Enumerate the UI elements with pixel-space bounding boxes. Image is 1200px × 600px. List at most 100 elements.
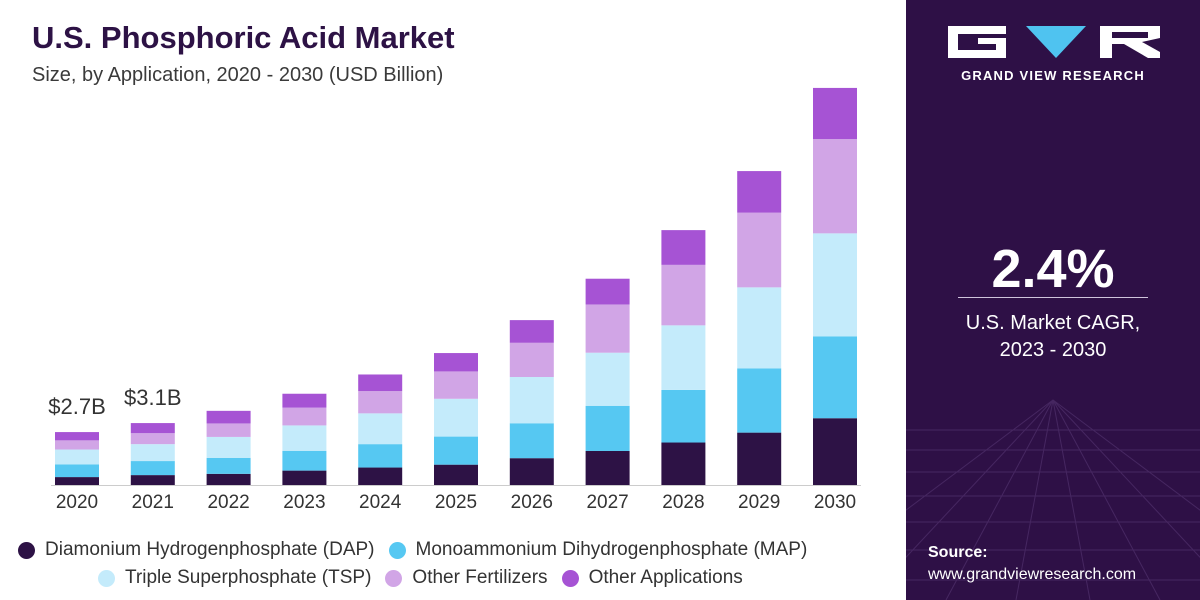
x-tick-label-2027: 2027 [586, 492, 628, 513]
bar-2024-monoammonium-dihydrogenphosphate-map [358, 444, 403, 468]
bar-2029-diamonium-hydrogenphosphate-dap [737, 432, 782, 485]
bar-2023-diamonium-hydrogenphosphate-dap [282, 470, 327, 485]
legend-item-dap: Diamonium Hydrogenphosphate (DAP) [18, 539, 375, 561]
legend-row-1: Diamonium Hydrogenphosphate (DAP) Monoam… [18, 536, 898, 564]
bar-2021-other-fertilizers [130, 433, 175, 445]
chart-legend: Diamonium Hydrogenphosphate (DAP) Monoam… [18, 536, 898, 592]
bar-2026-other-applications [509, 320, 554, 343]
cagr-label-line1: U.S. Market CAGR, [965, 312, 1141, 334]
legend-item-other-applications: Other Applications [561, 567, 743, 589]
bar-2026-triple-superphosphate-tsp [509, 377, 554, 424]
legend-item-other-fertilizers: Other Fertilizers [385, 567, 548, 589]
data-label-2020: $2.7B [48, 394, 106, 419]
bar-2022-other-fertilizers [206, 423, 251, 437]
bar-2020-diamonium-hydrogenphosphate-dap [55, 477, 99, 485]
stacked-bar-chart: 2020 2021 2022 2023 2024 2025 2026 2027 2028 2029… [48, 87, 861, 513]
source-label: Source: [928, 544, 988, 561]
bar-2028-other-applications [661, 230, 706, 265]
bar-2025-other-fertilizers [434, 371, 478, 399]
bar-2020-other-fertilizers [55, 440, 99, 450]
bar-2023-other-fertilizers [282, 407, 327, 426]
bar-2024-diamonium-hydrogenphosphate-dap [358, 467, 403, 485]
bar-2025-other-applications [434, 353, 478, 372]
bar-2026-diamonium-hydrogenphosphate-dap [509, 458, 554, 485]
legend-swatch-dap [18, 541, 35, 559]
bar-2024-triple-superphosphate-tsp [358, 413, 403, 445]
bar-2029-triple-superphosphate-tsp [737, 287, 782, 369]
bar-2021-other-applications [130, 423, 175, 434]
legend-swatch-other-applications [561, 569, 579, 587]
legend-label-map: Monoammonium Dihydrogenphosphate (MAP) [415, 539, 808, 560]
grand-view-research-logo [948, 26, 1160, 58]
x-tick-label-2022: 2022 [207, 492, 249, 513]
grid-background [906, 399, 1200, 600]
cagr-label-line2: 2023 - 2030 [999, 339, 1107, 361]
legend-label-other-applications: Other Applications [588, 567, 743, 588]
bar-2028-triple-superphosphate-tsp [661, 325, 706, 390]
bar-2024-other-fertilizers [358, 391, 403, 414]
bar-2030-diamonium-hydrogenphosphate-dap [813, 418, 857, 485]
bar-2028-diamonium-hydrogenphosphate-dap [661, 442, 706, 485]
bar-2026-other-fertilizers [509, 342, 554, 377]
x-tick-label-2020: 2020 [56, 492, 98, 513]
x-tick-label-2025: 2025 [435, 492, 477, 513]
bar-2023-triple-superphosphate-tsp [282, 425, 327, 451]
bar-2020-other-applications [55, 432, 99, 441]
x-tick-label-2030: 2030 [814, 492, 856, 513]
legend-item-tsp: Triple Superphosphate (TSP) [98, 567, 371, 589]
bar-2022-other-applications [206, 410, 251, 424]
brand-name: GRAND VIEW RESEARCH [961, 68, 1145, 83]
x-tick-label-2029: 2029 [738, 492, 780, 513]
bar-2028-other-fertilizers [661, 264, 706, 326]
x-tick-label-2026: 2026 [511, 492, 553, 513]
bar-2022-triple-superphosphate-tsp [206, 436, 251, 458]
bar-2023-other-applications [282, 393, 327, 408]
bar-2027-triple-superphosphate-tsp [585, 352, 630, 406]
data-label-2021: $3.1B [124, 385, 182, 410]
bar-2027-diamonium-hydrogenphosphate-dap [585, 450, 630, 485]
legend-swatch-map [388, 541, 406, 559]
x-tick-label-2023: 2023 [283, 492, 325, 513]
x-tick-label-2021: 2021 [132, 492, 174, 513]
cagr-value: 2.4% [991, 239, 1115, 299]
info-panel: GRAND VIEW RESEARCH 2.4% U.S. Market CAG… [906, 0, 1200, 600]
bar-2029-monoammonium-dihydrogenphosphate-map [737, 368, 782, 433]
x-tick-label-2028: 2028 [662, 492, 704, 513]
source-link[interactable]: www.grandviewresearch.com [928, 566, 1137, 583]
bar-2029-other-applications [737, 171, 782, 213]
legend-label-dap: Diamonium Hydrogenphosphate (DAP) [45, 539, 375, 560]
bar-2030-other-fertilizers [813, 139, 857, 234]
bar-2020-monoammonium-dihydrogenphosphate-map [55, 464, 99, 478]
bar-2025-diamonium-hydrogenphosphate-dap [434, 464, 478, 485]
legend-item-map: Monoammonium Dihydrogenphosphate (MAP) [388, 539, 808, 561]
chart-area: U.S. Phosphoric Acid Market Size, by App… [18, 20, 898, 592]
bar-2023-monoammonium-dihydrogenphosphate-map [282, 450, 327, 471]
cagr-label: U.S. Market CAGR, 2023 - 2030 [906, 310, 1200, 364]
legend-swatch-tsp [98, 569, 115, 587]
bar-2027-other-fertilizers [585, 304, 630, 353]
bar-2026-monoammonium-dihydrogenphosphate-map [509, 423, 554, 459]
legend-label-tsp: Triple Superphosphate (TSP) [125, 567, 372, 588]
x-tick-label-2024: 2024 [359, 492, 402, 513]
bar-2021-diamonium-hydrogenphosphate-dap [130, 475, 175, 485]
bar-2030-triple-superphosphate-tsp [813, 233, 857, 337]
bar-2030-monoammonium-dihydrogenphosphate-map [813, 336, 857, 419]
chart-subtitle: Size, by Application, 2020 - 2030 (USD B… [32, 64, 444, 86]
bar-2025-triple-superphosphate-tsp [434, 398, 478, 437]
bar-2020-triple-superphosphate-tsp [55, 449, 99, 465]
legend-swatch-other-fertilizers [385, 569, 403, 587]
bar-2022-monoammonium-dihydrogenphosphate-map [206, 457, 251, 474]
legend-row-2: Triple Superphosphate (TSP) Other Fertil… [18, 564, 898, 592]
bar-2021-triple-superphosphate-tsp [130, 444, 175, 462]
bar-2027-monoammonium-dihydrogenphosphate-map [585, 405, 630, 451]
bar-2022-diamonium-hydrogenphosphate-dap [206, 473, 251, 485]
bar-2024-other-applications [358, 374, 403, 392]
bar-2028-monoammonium-dihydrogenphosphate-map [661, 389, 706, 443]
chart-title: U.S. Phosphoric Acid Market [32, 20, 455, 55]
bar-2025-monoammonium-dihydrogenphosphate-map [434, 436, 478, 465]
bar-2029-other-fertilizers [737, 212, 782, 288]
bar-2021-monoammonium-dihydrogenphosphate-map [130, 461, 175, 476]
legend-label-other-fertilizers: Other Fertilizers [412, 567, 548, 588]
bar-2027-other-applications [585, 278, 630, 305]
bar-2030-other-applications [813, 87, 857, 140]
